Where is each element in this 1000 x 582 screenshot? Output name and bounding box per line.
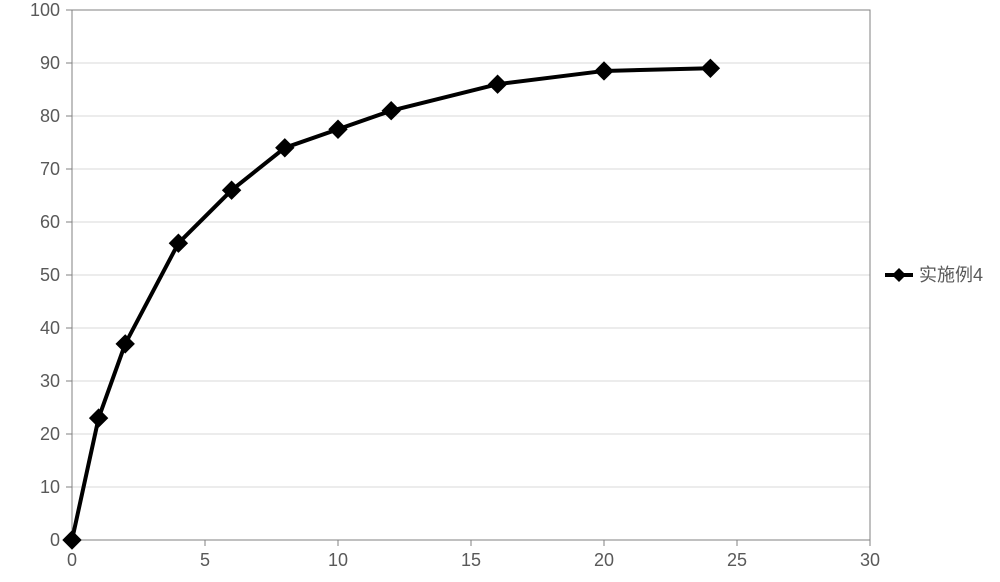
y-tick-label: 90 bbox=[40, 53, 60, 73]
x-tick-label: 25 bbox=[727, 550, 747, 570]
series-marker bbox=[116, 335, 134, 353]
series-marker bbox=[701, 59, 719, 77]
legend-label: 实施例4 bbox=[919, 265, 983, 285]
series-marker bbox=[90, 409, 108, 427]
x-tick-label: 30 bbox=[860, 550, 880, 570]
legend-marker bbox=[892, 268, 906, 282]
x-tick-label: 20 bbox=[594, 550, 614, 570]
y-tick-label: 30 bbox=[40, 371, 60, 391]
x-tick-label: 10 bbox=[328, 550, 348, 570]
chart-svg: 0 5 10 15 20 25 30 0 10 20 30 40 50 60 70 80 90 100 实施例4 bbox=[0, 0, 1000, 582]
y-tick-label: 60 bbox=[40, 212, 60, 232]
series-marker bbox=[382, 102, 400, 120]
y-tick-label: 20 bbox=[40, 424, 60, 444]
series-marker bbox=[489, 75, 507, 93]
line-chart: 0 5 10 15 20 25 30 0 10 20 30 40 50 60 70 80 90 100 实施例4 bbox=[0, 0, 1000, 582]
series-marker bbox=[329, 120, 347, 138]
y-tick-label: 0 bbox=[50, 530, 60, 550]
y-tick-label: 100 bbox=[30, 0, 60, 20]
y-tick-label: 50 bbox=[40, 265, 60, 285]
series-marker bbox=[63, 531, 81, 549]
y-tick-label: 40 bbox=[40, 318, 60, 338]
y-tick-label: 70 bbox=[40, 159, 60, 179]
y-tick-label: 10 bbox=[40, 477, 60, 497]
x-tick-label: 15 bbox=[461, 550, 481, 570]
series-line bbox=[72, 68, 710, 540]
x-tick-label: 5 bbox=[200, 550, 210, 570]
series-marker bbox=[595, 62, 613, 80]
y-tick-label: 80 bbox=[40, 106, 60, 126]
x-tick-label: 0 bbox=[67, 550, 77, 570]
